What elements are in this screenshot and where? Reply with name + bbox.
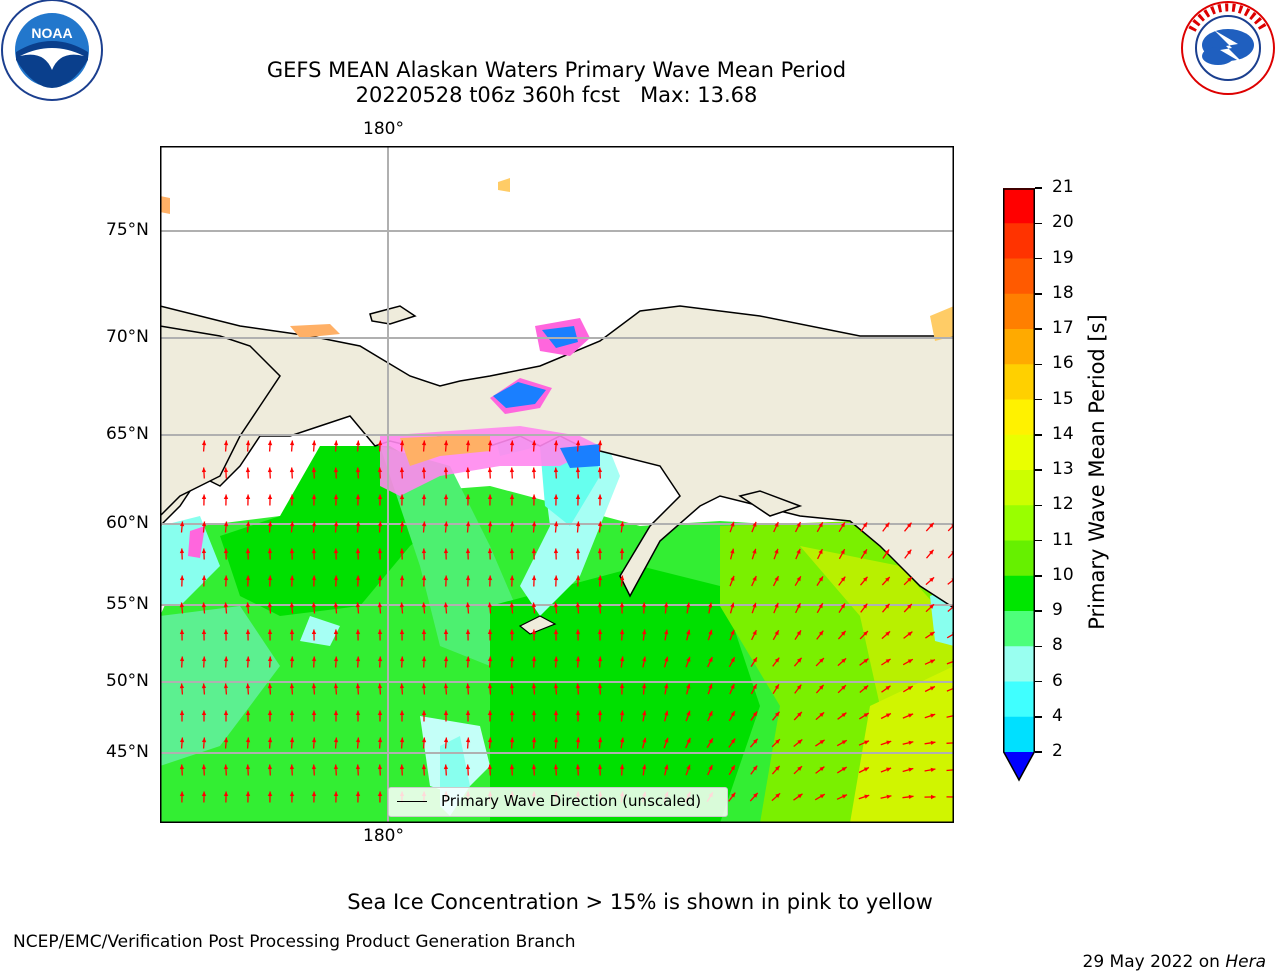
colorbar-cell xyxy=(1003,717,1035,753)
colorbar-tick-mark xyxy=(1035,716,1042,718)
lat-tick-50: 50°N xyxy=(106,671,149,691)
footer-machine: Hera xyxy=(1225,952,1266,972)
colorbar xyxy=(1003,188,1035,788)
map-panel xyxy=(160,146,954,823)
colorbar-cell xyxy=(1003,470,1035,506)
colorbar-tick-mark xyxy=(1035,187,1042,189)
colorbar-tick-mark xyxy=(1035,469,1042,471)
colorbar-tick-mark xyxy=(1035,293,1042,295)
colorbar-tick-mark xyxy=(1035,575,1042,577)
colorbar-cell xyxy=(1003,682,1035,718)
colorbar-cell xyxy=(1003,646,1035,682)
colorbar-tick-label: 16 xyxy=(1052,353,1074,373)
colorbar-cell xyxy=(1003,223,1035,259)
colorbar-cell xyxy=(1003,576,1035,612)
noaa-logo-text: NOAA xyxy=(31,25,72,41)
colorbar-tick-label: 19 xyxy=(1052,248,1074,268)
colorbar-tick-mark xyxy=(1035,681,1042,683)
colorbar-tick-label: 11 xyxy=(1052,530,1074,550)
nws-logo xyxy=(1178,0,1280,100)
colorbar-tick-mark xyxy=(1035,646,1042,648)
colorbar-tick-mark xyxy=(1035,505,1042,507)
title-line-1: GEFS MEAN Alaskan Waters Primary Wave Me… xyxy=(0,58,1113,83)
colorbar-tick-label: 14 xyxy=(1052,424,1074,444)
colorbar-tick-mark xyxy=(1035,399,1042,401)
legend-line-sample xyxy=(397,801,427,802)
colorbar-tick-label: 2 xyxy=(1052,741,1063,761)
colorbar-cell xyxy=(1003,294,1035,330)
colorbar-cell xyxy=(1003,505,1035,541)
lon-tick-bottom: 180° xyxy=(363,826,404,846)
colorbar-tick-mark xyxy=(1035,364,1042,366)
colorbar-label: Primary Wave Mean Period [s] xyxy=(1085,314,1109,630)
lat-tick-55: 55°N xyxy=(106,594,149,614)
colorbar-extend-triangle xyxy=(1003,752,1035,780)
colorbar-cell xyxy=(1003,611,1035,647)
sea-ice-note: Sea Ice Concentration > 15% is shown in … xyxy=(0,890,1280,914)
colorbar-cell xyxy=(1003,435,1035,471)
colorbar-tick-label: 6 xyxy=(1052,671,1063,691)
colorbar-tick-label: 4 xyxy=(1052,706,1063,726)
colorbar-cell xyxy=(1003,541,1035,577)
footer-date: 29 May 2022 on Hera xyxy=(1072,932,1266,972)
colorbar-tick-mark xyxy=(1035,434,1042,436)
colorbar-tick-label: 8 xyxy=(1052,635,1063,655)
plot-title: GEFS MEAN Alaskan Waters Primary Wave Me… xyxy=(0,58,1113,108)
colorbar-tick-label: 20 xyxy=(1052,212,1074,232)
colorbar-cells xyxy=(1003,188,1035,753)
footer-date-text: 29 May 2022 on xyxy=(1083,952,1226,972)
colorbar-tick-label: 17 xyxy=(1052,318,1074,338)
arrow-legend: Primary Wave Direction (unscaled) xyxy=(388,787,728,817)
colorbar-tick-label: 13 xyxy=(1052,459,1074,479)
colorbar-tick-label: 21 xyxy=(1052,177,1074,197)
map-canvas xyxy=(160,146,954,823)
legend-label: Primary Wave Direction (unscaled) xyxy=(441,792,701,810)
colorbar-tick-mark xyxy=(1035,610,1042,612)
lat-tick-70: 70°N xyxy=(106,327,149,347)
colorbar-cell xyxy=(1003,364,1035,400)
colorbar-tick-mark xyxy=(1035,751,1042,753)
lon-tick-top: 180° xyxy=(363,119,404,139)
colorbar-tick-label: 10 xyxy=(1052,565,1074,585)
colorbar-tick-label: 15 xyxy=(1052,389,1074,409)
colorbar-cell xyxy=(1003,188,1035,224)
lat-tick-75: 75°N xyxy=(106,220,149,240)
colorbar-cell xyxy=(1003,400,1035,436)
colorbar-tick-label: 12 xyxy=(1052,494,1074,514)
colorbar-tick-mark xyxy=(1035,328,1042,330)
colorbar-tick-mark xyxy=(1035,223,1042,225)
colorbar-tick-label: 9 xyxy=(1052,600,1063,620)
colorbar-tick-label: 18 xyxy=(1052,283,1074,303)
colorbar-tick-mark xyxy=(1035,540,1042,542)
lat-tick-60: 60°N xyxy=(106,513,149,533)
lat-tick-65: 65°N xyxy=(106,424,149,444)
colorbar-cell xyxy=(1003,259,1035,295)
title-line-2: 20220528 t06z 360h fcst Max: 13.68 xyxy=(0,83,1113,108)
lat-tick-45: 45°N xyxy=(106,742,149,762)
colorbar-cell xyxy=(1003,329,1035,365)
footer-credit: NCEP/EMC/Verification Post Processing Pr… xyxy=(13,932,576,952)
colorbar-tick-mark xyxy=(1035,258,1042,260)
